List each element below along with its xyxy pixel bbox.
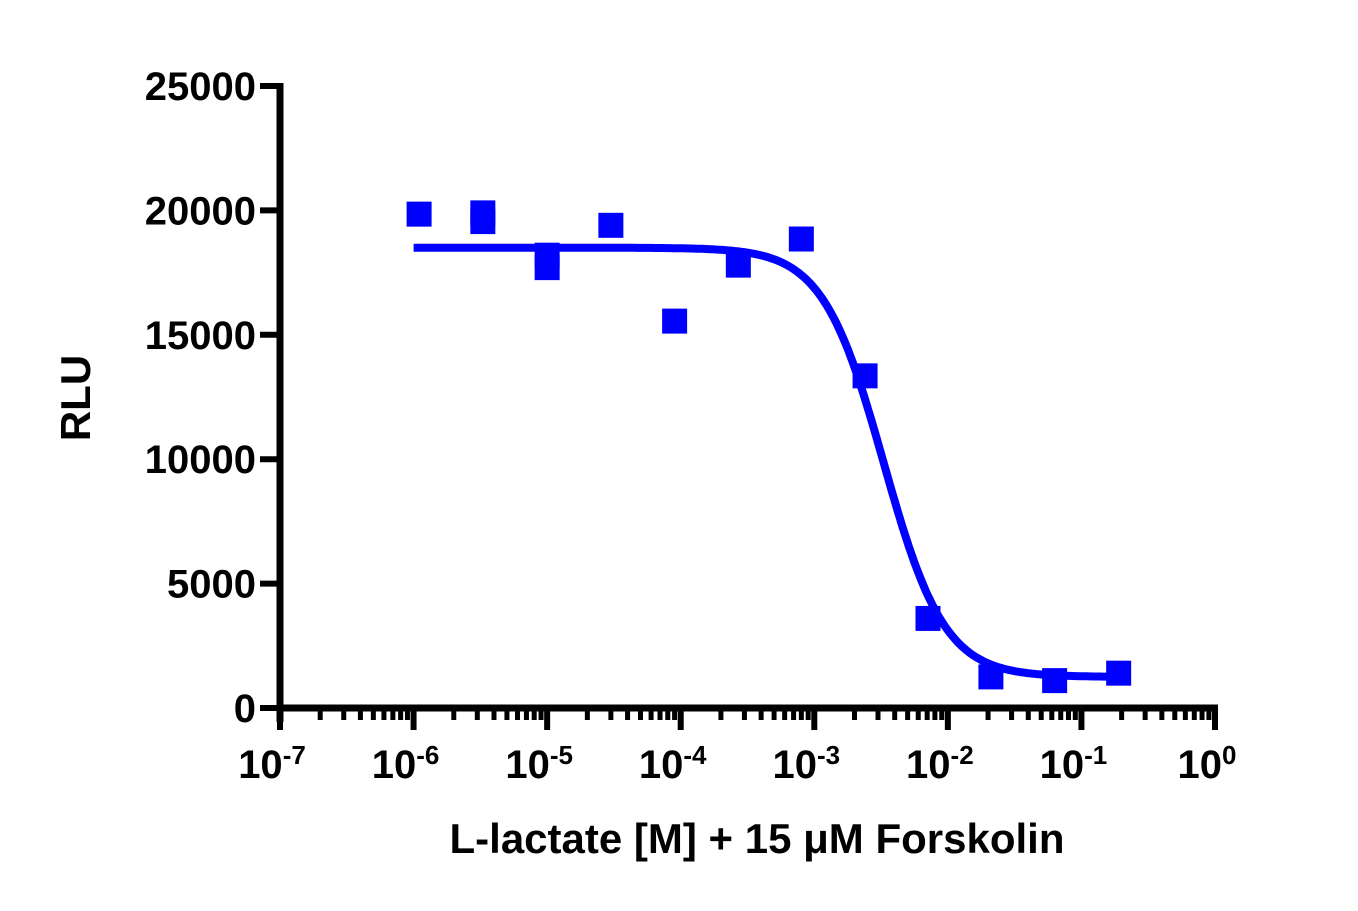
y-tick-label: 5000 — [167, 563, 256, 607]
fit-curve — [411, 243, 1124, 681]
x-tick-label: 10-7 — [238, 740, 306, 787]
data-point-square — [978, 664, 1004, 690]
data-point-square — [1042, 668, 1068, 694]
x-tick-label: 10-5 — [505, 740, 573, 787]
data-point-square — [1106, 660, 1132, 686]
data-point-square — [852, 363, 878, 389]
x-tick-label: 10-4 — [639, 740, 707, 787]
data-point-square — [406, 201, 432, 227]
x-axis: 10-7 10-6 10-5 10-4 10-3 10-2 10-1 100 — [238, 704, 1237, 787]
x-tick-label: 10-2 — [906, 740, 974, 787]
y-tick-label: 10000 — [145, 438, 256, 482]
y-axis: 0 5000 10000 15000 20000 25000 — [145, 65, 284, 731]
y-axis-title: RLU — [52, 355, 99, 441]
data-point-square — [915, 605, 941, 631]
y-tick-label: 15000 — [145, 314, 256, 358]
fit-curve-path — [411, 243, 1124, 681]
data-point-square — [725, 252, 751, 278]
data-point-square — [662, 308, 688, 334]
data-point-square — [788, 226, 814, 252]
x-tick-label: 10-3 — [772, 740, 840, 787]
data-point-square — [470, 209, 496, 235]
x-axis-title: L-lactate [M] + 15 μM Forskolin — [450, 815, 1065, 862]
x-tick-label: 100 — [1178, 740, 1237, 787]
y-tick-label: 20000 — [145, 189, 256, 233]
x-tick-label: 10-6 — [372, 740, 440, 787]
y-tick-label: 0 — [234, 687, 256, 731]
x-tick-label: 10-1 — [1040, 740, 1108, 787]
data-point-square — [534, 255, 560, 281]
data-points — [406, 200, 1132, 694]
y-tick-label: 25000 — [145, 65, 256, 109]
data-point-square — [598, 212, 624, 238]
